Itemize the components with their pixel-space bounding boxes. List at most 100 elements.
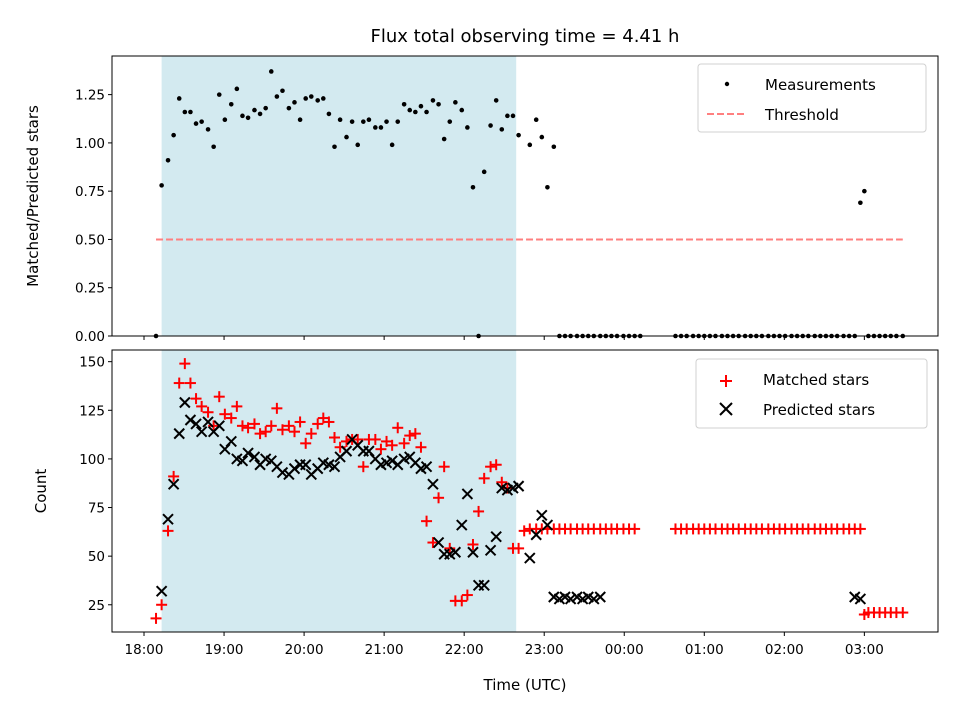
matched-stars-point xyxy=(490,459,502,471)
top-legend-box xyxy=(697,63,927,133)
bottom-y-axis-label: Count xyxy=(32,469,50,514)
matched-stars-point xyxy=(329,432,341,444)
matched-stars-point xyxy=(162,525,174,537)
predicted-stars-point xyxy=(288,462,301,475)
predicted-stars-point xyxy=(530,529,542,541)
measurements-point xyxy=(332,144,337,150)
predicted-stars-point xyxy=(190,418,202,430)
matched-stars-point xyxy=(473,505,485,517)
measurements-point xyxy=(240,113,245,119)
bottom-panel-ticks: 25 50 75 100 125 150 18:00 19:00 20:00 21:00 22:00… xyxy=(79,355,884,658)
matched-stars-point xyxy=(438,461,450,473)
measurements-point xyxy=(545,185,550,190)
matched-stars-point xyxy=(409,428,421,440)
matched-stars-point xyxy=(254,428,266,440)
predicted-stars-point xyxy=(162,513,174,525)
predicted-stars-point xyxy=(588,593,600,605)
matched-stars-point xyxy=(213,391,225,403)
measurements-point xyxy=(297,117,303,123)
x-tick-label: 18:00 xyxy=(125,642,164,658)
measurements-point xyxy=(373,125,378,130)
predicted-stars-point xyxy=(524,552,536,564)
measurements-point xyxy=(228,101,234,107)
matched-stars-point xyxy=(404,430,416,442)
matched-stars-point xyxy=(357,461,369,473)
matched-stars-point xyxy=(323,416,335,428)
measurements-point xyxy=(481,169,487,175)
measurements-point xyxy=(453,100,458,105)
predicted-stars-point xyxy=(248,451,261,463)
matched-stars-point xyxy=(294,416,306,428)
matched-stars-point xyxy=(300,437,312,449)
matched-stars-point xyxy=(236,420,248,432)
matched-stars-point xyxy=(168,470,180,482)
matched-stars-point xyxy=(854,523,866,535)
measurements-point xyxy=(493,98,499,103)
bottom-legend-box xyxy=(695,358,928,429)
measurements-point xyxy=(389,142,395,148)
top-panel-ticks: 0.00 0.25 0.50 0.75 1.00 1.25 xyxy=(75,88,865,345)
x-tick-label: 22:00 xyxy=(445,642,484,658)
matched-stars-point xyxy=(196,400,208,412)
predicted-stars-point xyxy=(484,544,497,557)
predicted-stars-point xyxy=(386,455,398,467)
bottom-y-tick-label: 25 xyxy=(88,598,105,614)
predicted-stars-point xyxy=(167,478,180,490)
predicted-stars-point xyxy=(242,447,254,459)
measurements-point xyxy=(274,94,280,99)
measurements-point xyxy=(499,127,505,132)
matched-stars-point xyxy=(897,607,909,619)
matched-stars-point xyxy=(392,422,404,434)
matched-stars-point xyxy=(456,595,468,607)
predicted-stars-point xyxy=(478,579,490,592)
measurements-point xyxy=(303,96,308,101)
measurements-point xyxy=(465,125,470,130)
measurements-point xyxy=(510,113,516,119)
matched-stars-point xyxy=(208,420,220,432)
matched-stars-point xyxy=(478,472,490,484)
top-y-tick-label: 0.75 xyxy=(75,184,105,200)
matched-stars-point xyxy=(386,439,398,451)
predicted-stars-point xyxy=(195,425,208,438)
bottom-panel: 25 50 75 100 125 150 18:00 19:00 20:00 21:00 22:00… xyxy=(32,349,939,694)
legend-label-predicted-stars: Predicted stars xyxy=(763,401,875,419)
measurements-point xyxy=(315,98,320,103)
matched-stars-point xyxy=(467,538,479,550)
matched-stars-point xyxy=(444,542,456,554)
legend-label-measurements: Measurements xyxy=(765,76,876,94)
matched-stars-point xyxy=(312,418,324,430)
measurements-point xyxy=(268,69,274,74)
predicted-stars-point xyxy=(328,460,341,473)
measurements-point xyxy=(384,119,389,124)
measurements-point xyxy=(182,109,188,115)
measurements-point xyxy=(355,142,361,148)
measurements-point xyxy=(418,103,424,109)
predicted-stars-point xyxy=(490,530,502,543)
top-y-tick-label: 1.25 xyxy=(75,88,105,104)
x-tick-label: 02:00 xyxy=(765,642,804,658)
matched-stars-point xyxy=(317,412,329,424)
bottom-y-tick-label: 50 xyxy=(88,549,105,565)
predicted-stars-point xyxy=(213,420,225,432)
measurements-point xyxy=(436,101,441,107)
measurements-point xyxy=(366,117,372,123)
top-y-axis-label: Matched/Predicted stars xyxy=(24,105,42,287)
top-panel: 0.00 0.25 0.50 0.75 1.00 1.25 Matched/Predict… xyxy=(24,55,939,345)
top-y-tick-label: 0.00 xyxy=(75,329,105,345)
legend-marker-matched-stars xyxy=(720,375,732,387)
measurements-point xyxy=(516,132,521,138)
measurements-point xyxy=(216,92,222,97)
matched-stars-point xyxy=(271,402,283,414)
predicted-stars-point xyxy=(155,585,168,597)
matched-stars-point xyxy=(461,589,473,601)
bottom-panel-shaded-span xyxy=(161,350,517,632)
predicted-stars-point xyxy=(184,414,197,426)
measurements-point xyxy=(286,105,292,111)
measurements-point xyxy=(245,115,251,121)
measurements-point xyxy=(349,119,355,124)
matched-stars-point xyxy=(433,492,445,504)
measurements-point xyxy=(551,144,557,150)
matched-stars-point xyxy=(369,433,381,445)
matched-stars-point xyxy=(179,358,191,370)
